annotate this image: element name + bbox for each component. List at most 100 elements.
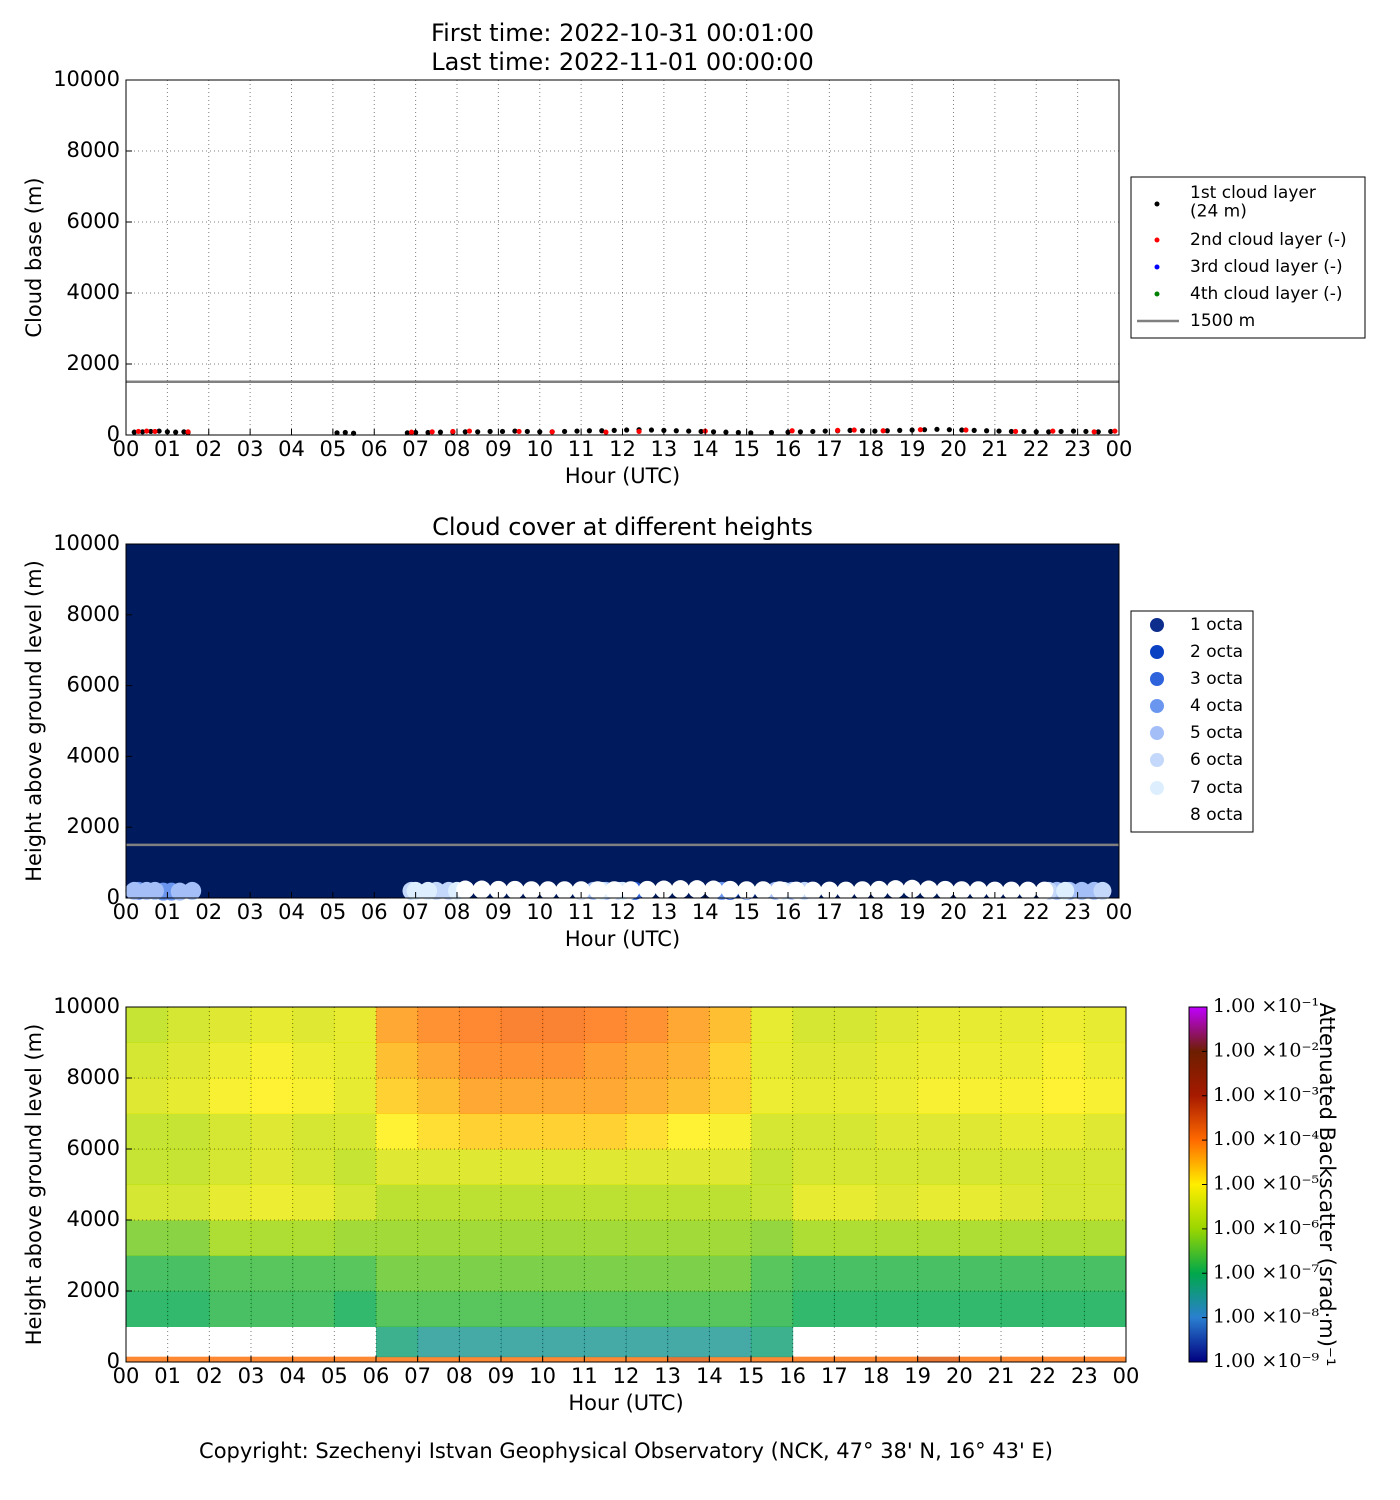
point: [1002, 881, 1021, 900]
heat-cell: [376, 1113, 419, 1150]
point: [522, 881, 541, 900]
heat-cell: [126, 1291, 169, 1327]
heat-cell: [626, 1326, 669, 1358]
point: [516, 428, 522, 435]
heat-cell: [126, 1149, 169, 1185]
x-tick-label: 08: [446, 1364, 473, 1388]
heat-cell: [1001, 1220, 1044, 1256]
point: [721, 880, 740, 899]
heat-cell: [959, 1007, 1002, 1043]
legend-box: [1130, 176, 1366, 339]
heat-cell: [1084, 1007, 1127, 1043]
heat-cell: [584, 1007, 627, 1043]
point: [797, 429, 804, 435]
y-axis-label: Height above ground level (m): [22, 560, 46, 882]
heat-cell: [876, 1042, 919, 1079]
y-tick-label: 0: [107, 422, 120, 446]
point: [1058, 428, 1064, 435]
x-tick-label: 07: [402, 900, 429, 924]
x-tick-label: 14: [696, 1364, 723, 1388]
point: [1095, 429, 1101, 435]
point: [671, 880, 690, 899]
x-tick-label: 06: [361, 437, 388, 461]
heat-cell: [834, 1007, 877, 1043]
heat-cell: [501, 1007, 544, 1043]
point: [936, 880, 955, 899]
heat-cell: [667, 1291, 710, 1327]
x-tick-label: 13: [651, 900, 678, 924]
x-tick-label: 21: [982, 900, 1009, 924]
point: [847, 427, 853, 433]
heat-cell: [417, 1113, 460, 1150]
legend-marker: [1154, 237, 1160, 243]
point: [505, 880, 524, 899]
heat-cell: [334, 1007, 377, 1043]
heat-cell: [1042, 1220, 1085, 1256]
point: [462, 429, 468, 435]
heat-cell: [167, 1042, 210, 1079]
heat-cell: [792, 1007, 835, 1043]
point: [599, 428, 605, 434]
heat-cell: [417, 1007, 460, 1043]
heat-cell: [167, 1356, 210, 1363]
heat-cell: [542, 1184, 585, 1221]
x-tick-label: 11: [568, 437, 595, 461]
heat-cell: [209, 1356, 252, 1363]
x-tick-label: 15: [738, 1364, 765, 1388]
point: [561, 428, 568, 435]
point: [334, 430, 340, 436]
point: [429, 429, 435, 435]
point: [1035, 881, 1054, 900]
heat-cell: [834, 1220, 877, 1256]
heat-cell: [917, 1291, 960, 1327]
x-tick-label: 00: [1106, 437, 1133, 461]
colorbar-tick-label: 1.00 ×10⁻³: [1213, 1084, 1319, 1106]
heat-cell: [459, 1326, 502, 1358]
point: [1112, 428, 1118, 434]
legend-marker: [1154, 291, 1160, 297]
x-axis-label: Hour (UTC): [568, 1391, 683, 1415]
heat-cell: [459, 1078, 502, 1114]
heat-cell: [459, 1149, 502, 1185]
heat-cell: [501, 1255, 544, 1292]
heat-cell: [1084, 1149, 1127, 1185]
heat-cell: [751, 1149, 794, 1185]
heat-cell: [501, 1291, 544, 1327]
y-tick-label: 10000: [53, 67, 120, 91]
heat-cell: [792, 1356, 835, 1363]
heat-cell: [876, 1291, 919, 1327]
heat-cell: [209, 1184, 252, 1221]
heat-cell: [459, 1113, 502, 1150]
heat-cell: [1042, 1149, 1085, 1185]
point: [687, 880, 706, 899]
heat-cell: [376, 1356, 419, 1363]
heat-cell: [584, 1255, 627, 1292]
heat-cell: [626, 1078, 669, 1114]
x-tick-label: 00: [1106, 900, 1133, 924]
x-tick-label: 10: [526, 900, 553, 924]
heat-cell: [542, 1149, 585, 1185]
point: [499, 428, 506, 435]
point: [425, 429, 431, 436]
point: [963, 427, 969, 433]
heat-cell: [667, 1149, 710, 1185]
heat-cell: [751, 1220, 794, 1256]
heat-cell: [417, 1042, 460, 1079]
x-tick-label: 09: [485, 900, 512, 924]
heat-cell: [542, 1255, 585, 1292]
point: [822, 428, 828, 434]
colorbar-tick-label: 1.00 ×10⁻²: [1213, 1039, 1319, 1061]
heat-cell: [1001, 1255, 1044, 1292]
point: [555, 881, 574, 900]
x-tick-label: 10: [529, 1364, 556, 1388]
heat-cell: [1042, 1113, 1085, 1150]
legend-label: 4th cloud layer (-): [1190, 284, 1343, 304]
heat-cell: [417, 1149, 460, 1185]
heat-cell: [1042, 1042, 1085, 1079]
heat-cell: [542, 1291, 585, 1327]
heat-cell: [459, 1042, 502, 1079]
point: [870, 880, 889, 899]
heat-cell: [1084, 1356, 1127, 1363]
heat-cell: [251, 1184, 294, 1221]
plot-frame: [125, 543, 1120, 899]
